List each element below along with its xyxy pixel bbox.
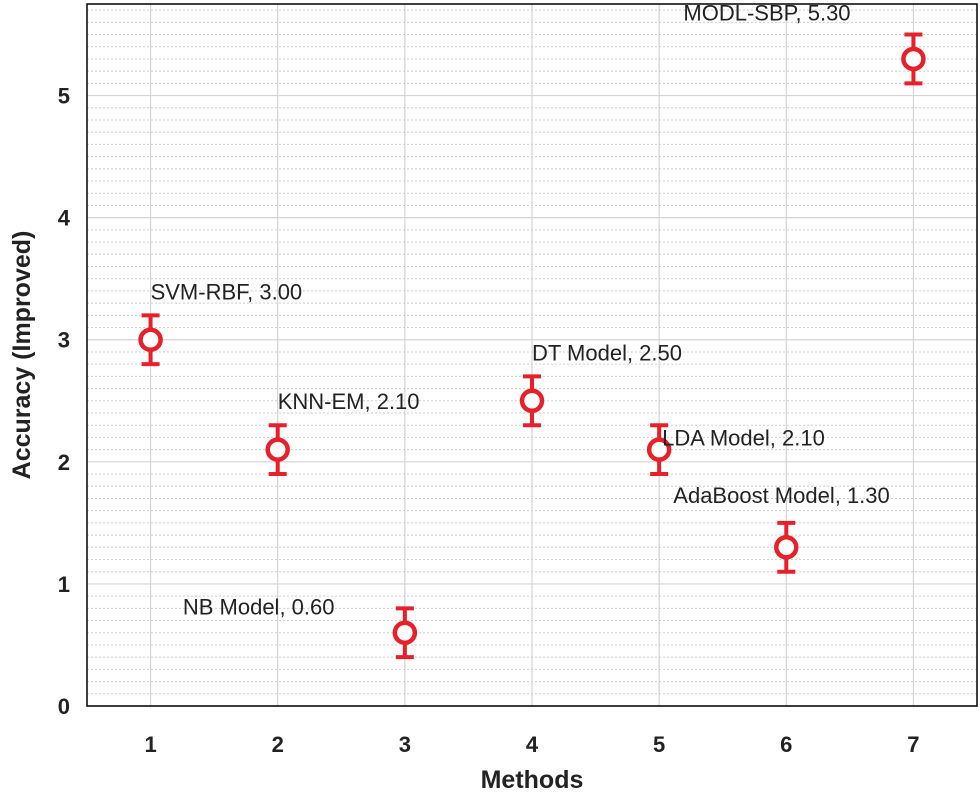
data-point-group: [901, 32, 926, 86]
data-point: [774, 535, 799, 560]
y-tick-label: 3: [58, 328, 70, 353]
tick-layer: 1 2 3 4 5 6 7 0 1 2 3 4 5: [58, 84, 920, 757]
y-tick-label: 1: [58, 572, 70, 597]
data-point: [519, 388, 545, 414]
data-point-group: [774, 520, 799, 574]
data-point-group: [138, 313, 163, 367]
y-tick-label: 4: [58, 206, 71, 231]
x-tick-label: 5: [653, 732, 665, 757]
x-tick-label: 7: [907, 732, 919, 757]
y-axis-title: Accuracy (Improved): [8, 231, 36, 480]
data-label: AdaBoost Model, 1.30: [673, 483, 889, 508]
data-point: [138, 327, 163, 352]
point-layer: [138, 32, 926, 660]
x-tick-label: 3: [399, 732, 411, 757]
data-point-group: [519, 374, 545, 428]
data-label: LDA Model, 2.10: [662, 426, 825, 451]
data-point: [901, 46, 926, 72]
data-point-group: [646, 423, 672, 477]
data-point-group: [392, 606, 418, 660]
x-tick-label: 2: [272, 732, 284, 757]
grid-layer: [87, 4, 977, 707]
data-label: KNN-EM, 2.10: [278, 389, 420, 414]
y-tick-label: 2: [58, 450, 70, 475]
data-label: SVM-RBF, 3.00: [151, 279, 303, 304]
plot-frame: [86, 3, 978, 707]
label-layer: SVM-RBF, 3.00 KNN-EM, 2.10 NB Model, 0.60 D…: [151, 1, 890, 620]
data-label: DT Model, 2.50: [532, 340, 682, 365]
x-tick-label: 4: [526, 732, 539, 757]
x-tick-label: 6: [780, 732, 792, 757]
y-tick-label: 0: [58, 694, 70, 719]
x-axis-title: Methods: [481, 766, 584, 794]
data-point: [265, 437, 290, 462]
x-tick-label: 1: [144, 732, 156, 757]
data-label: NB Model, 0.60: [183, 594, 335, 619]
data-label: MODL-SBP, 5.30: [683, 1, 850, 26]
data-point: [392, 620, 418, 645]
data-point: [646, 437, 672, 462]
data-point-group: [265, 423, 290, 477]
y-tick-label: 5: [58, 84, 70, 109]
